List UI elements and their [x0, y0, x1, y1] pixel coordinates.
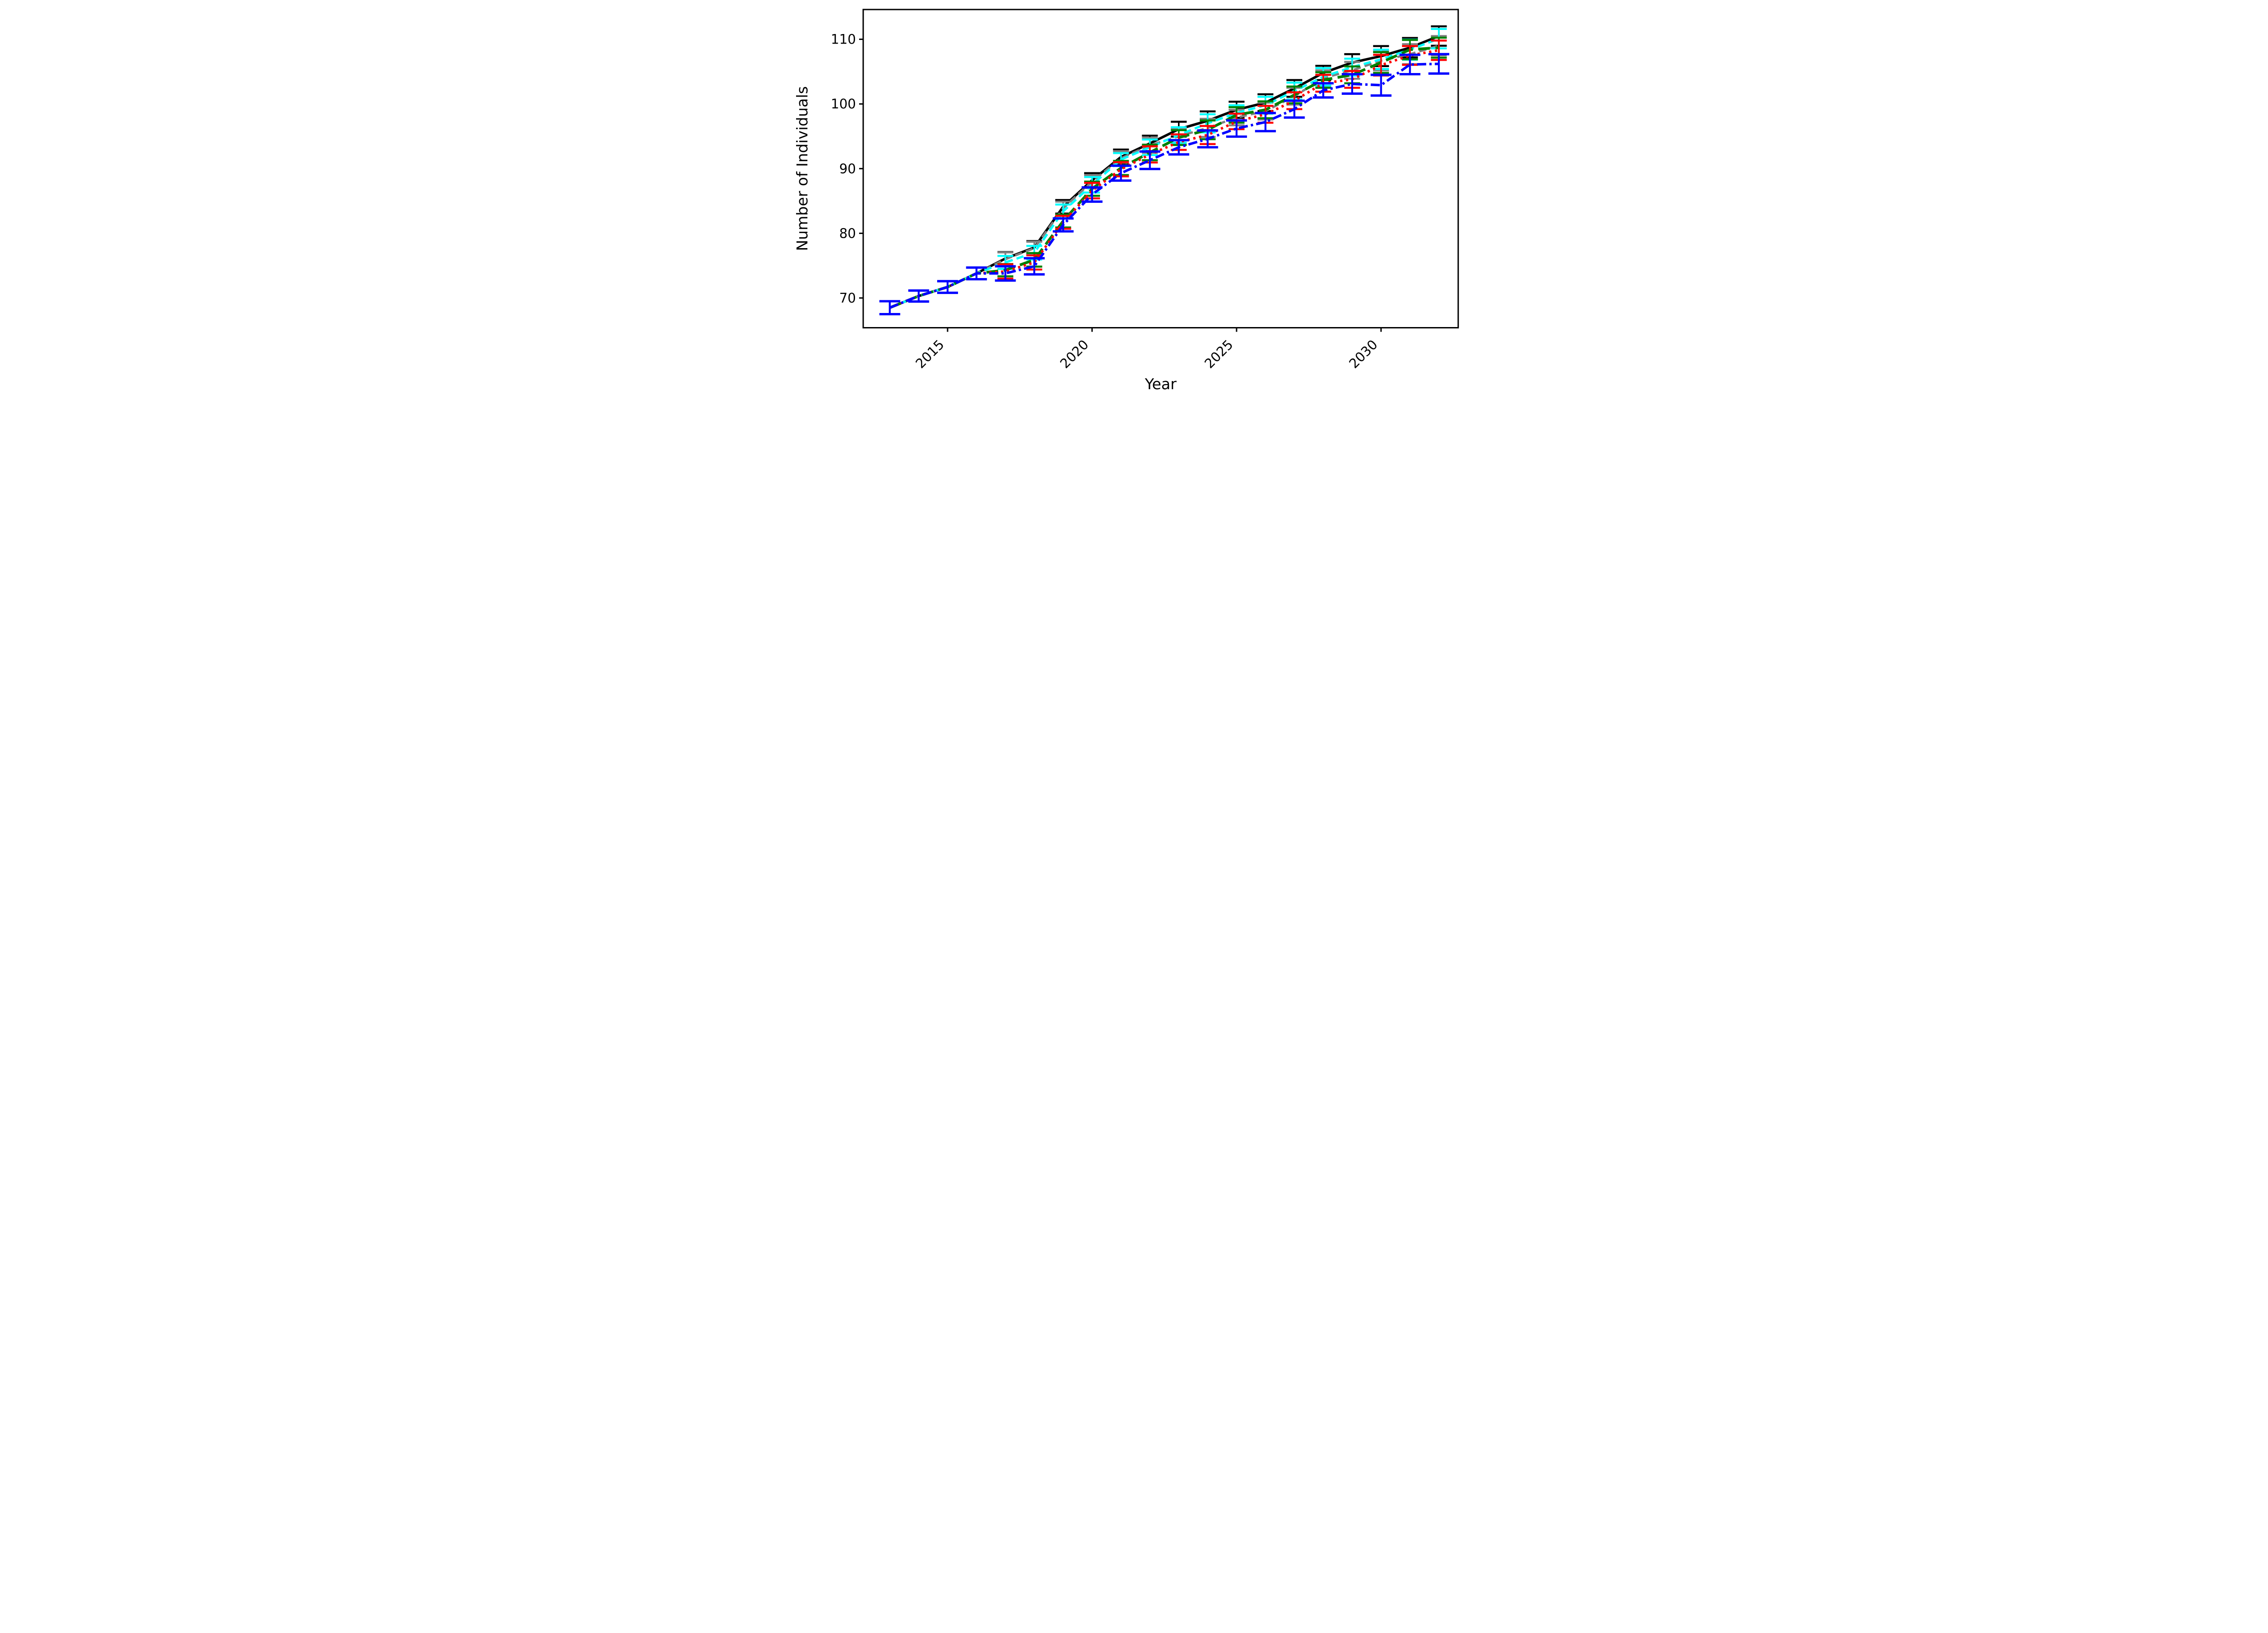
series-line-scenario-black-solid: [889, 34, 1440, 309]
y-axis-label: Number of Individuals: [794, 86, 811, 251]
line-chart-with-error-bars: 70 80 90 100 110 2015 2020 2025 2030 Number of I…: [794, 9, 1459, 393]
y-tick-label-90: 90: [839, 161, 856, 176]
axes-spines: [862, 9, 1459, 328]
population-projection-figure: 70 80 90 100 110 2015 2020 2025 2030 Number of I…: [794, 0, 1474, 408]
series-line-scenario-green-dashed: [889, 46, 1439, 309]
plot-area: 70 80 90 100 110 2015 2020 2025 2030: [831, 9, 1459, 372]
x-tick-label-2030: 2030: [1346, 337, 1380, 371]
y-tick-label-70: 70: [839, 290, 856, 306]
x-tick-label-2025: 2025: [1202, 337, 1236, 371]
y-tick-label-80: 80: [839, 225, 856, 241]
series-line-scenario-red-dotted: [889, 49, 1439, 309]
y-tick-label-100: 100: [831, 96, 856, 112]
y-tick-label-110: 110: [831, 32, 856, 47]
x-tick-label-2015: 2015: [913, 337, 947, 371]
x-tick-label-2020: 2020: [1057, 337, 1091, 371]
series-line-scenario-blue-dashdot: [889, 63, 1439, 309]
x-axis-label: Year: [1144, 375, 1177, 393]
series-line-scenario-cyan-dashed: [889, 37, 1439, 309]
